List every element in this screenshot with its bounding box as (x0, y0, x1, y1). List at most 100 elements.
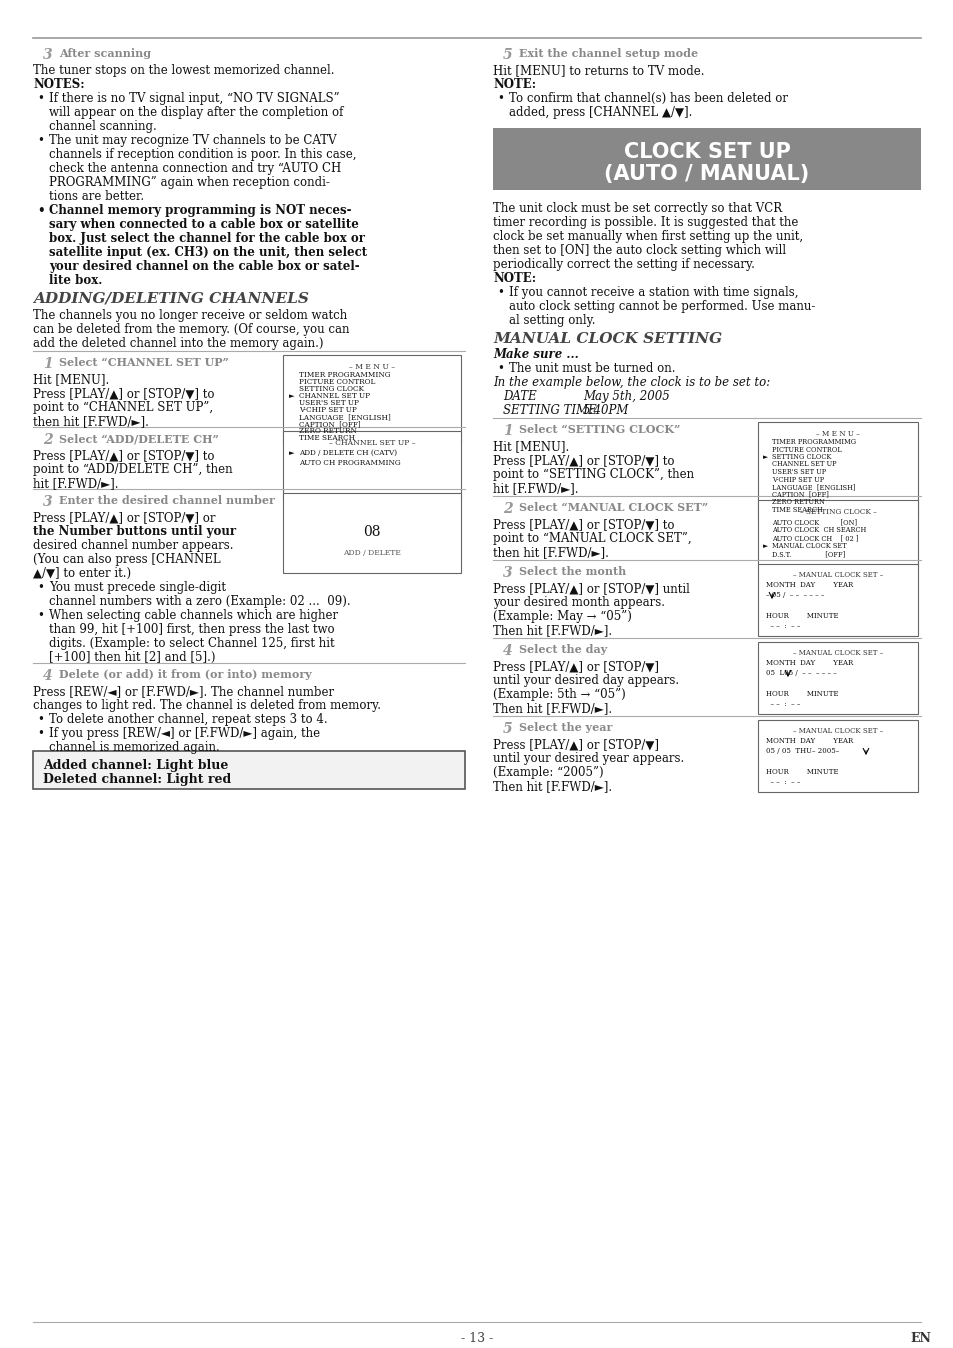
Text: •: • (37, 581, 44, 594)
Bar (493, 128, 920, 190)
Text: Channel memory programming is NOT neces-: Channel memory programming is NOT neces- (49, 204, 351, 217)
Text: then set to [ON] the auto clock setting which will: then set to [ON] the auto clock setting … (493, 244, 785, 257)
Text: clock be set manually when first setting up the unit,: clock be set manually when first setting… (493, 231, 802, 243)
Text: 1: 1 (43, 357, 52, 371)
Text: box. Just select the channel for the cable box or: box. Just select the channel for the cab… (49, 232, 365, 245)
Text: You must precede single-digit: You must precede single-digit (49, 581, 226, 594)
Text: TIME SEARCH: TIME SEARCH (771, 506, 821, 514)
Text: •: • (497, 363, 503, 375)
Text: NOTE:: NOTE: (493, 78, 536, 92)
Text: 5: 5 (502, 723, 512, 736)
Text: Press [PLAY/▲] or [STOP/▼]: Press [PLAY/▲] or [STOP/▼] (493, 661, 659, 673)
Text: point to “MANUAL CLOCK SET”,: point to “MANUAL CLOCK SET”, (493, 532, 691, 545)
Text: ►: ► (289, 392, 294, 400)
Text: CLOCK SET UP: CLOCK SET UP (623, 142, 790, 162)
Text: then hit [F.FWD/►].: then hit [F.FWD/►]. (33, 415, 149, 429)
Text: CHANNEL SET UP: CHANNEL SET UP (771, 461, 836, 469)
Text: PROGRAMMING” again when reception condi-: PROGRAMMING” again when reception condi- (49, 177, 330, 189)
Text: ZERO RETURN: ZERO RETURN (298, 427, 356, 435)
Text: PICTURE CONTROL: PICTURE CONTROL (298, 377, 375, 386)
Text: SETTING TIME: SETTING TIME (502, 404, 597, 417)
Text: MONTH  DAY        YEAR: MONTH DAY YEAR (765, 737, 852, 745)
Text: Delete (or add) it from (or into) memory: Delete (or add) it from (or into) memory (59, 669, 312, 679)
Text: If there is no TV signal input, “NO TV SIGNALS”: If there is no TV signal input, “NO TV S… (49, 92, 339, 105)
Text: than 99, hit [+100] first, then press the last two: than 99, hit [+100] first, then press th… (49, 623, 335, 636)
Text: hit [F.FWD/►].: hit [F.FWD/►]. (33, 477, 118, 491)
Text: Hit [MENU].: Hit [MENU]. (33, 373, 110, 386)
Text: ►: ► (762, 542, 767, 550)
Text: Then hit [F.FWD/►].: Then hit [F.FWD/►]. (493, 624, 612, 638)
Text: Hit [MENU] to returns to TV mode.: Hit [MENU] to returns to TV mode. (493, 63, 703, 77)
Text: EN: EN (909, 1332, 930, 1345)
Text: Deleted channel: Light red: Deleted channel: Light red (43, 772, 231, 786)
Text: (You can also press [CHANNEL: (You can also press [CHANNEL (33, 553, 220, 566)
Text: When selecting cable channels which are higher: When selecting cable channels which are … (49, 609, 337, 621)
Text: In the example below, the clock is to be set to:: In the example below, the clock is to be… (493, 376, 769, 390)
Bar (283, 431, 460, 499)
Text: channel scanning.: channel scanning. (49, 120, 156, 133)
Text: 1: 1 (502, 425, 512, 438)
Text: MANUAL CLOCK SETTING: MANUAL CLOCK SETTING (493, 332, 721, 346)
Text: 5: 5 (502, 49, 512, 62)
Bar (758, 642, 917, 714)
Text: – MANUAL CLOCK SET –: – MANUAL CLOCK SET – (792, 648, 882, 656)
Text: Select “ADD/DELETE CH”: Select “ADD/DELETE CH” (59, 433, 218, 443)
Text: AUTO CLOCK          [ON]: AUTO CLOCK [ON] (771, 518, 856, 526)
Text: •: • (37, 727, 44, 740)
Text: periodically correct the setting if necessary.: periodically correct the setting if nece… (493, 257, 754, 271)
Text: Hit [MENU].: Hit [MENU]. (493, 439, 569, 453)
Text: Press [PLAY/▲] or [STOP/▼] to: Press [PLAY/▲] or [STOP/▼] to (33, 449, 214, 462)
Text: TIMER PROGRAMMING: TIMER PROGRAMMING (298, 371, 390, 379)
Text: Select the day: Select the day (518, 644, 607, 655)
Text: al setting only.: al setting only. (509, 314, 595, 328)
Text: your desired month appears.: your desired month appears. (493, 596, 664, 609)
Text: ZERO RETURN: ZERO RETURN (771, 497, 824, 506)
Text: V-CHIP SET UP: V-CHIP SET UP (771, 476, 823, 484)
Text: The unit clock must be set correctly so that VCR: The unit clock must be set correctly so … (493, 202, 781, 214)
Bar (283, 355, 460, 445)
Text: •: • (497, 92, 503, 105)
Text: HOUR        MINUTE: HOUR MINUTE (765, 690, 838, 698)
Text: USER'S SET UP: USER'S SET UP (771, 468, 825, 476)
Text: Then hit [F.FWD/►].: Then hit [F.FWD/►]. (493, 702, 612, 714)
Text: Press [PLAY/▲] or [STOP/▼] to: Press [PLAY/▲] or [STOP/▼] to (33, 387, 214, 400)
Text: NOTE:: NOTE: (493, 272, 536, 284)
Text: channels if reception condition is poor. In this case,: channels if reception condition is poor.… (49, 148, 356, 160)
Text: point to “SETTING CLOCK”, then: point to “SETTING CLOCK”, then (493, 468, 694, 481)
Text: digits. (Example: to select Channel 125, first hit: digits. (Example: to select Channel 125,… (49, 638, 335, 650)
Text: •: • (497, 286, 503, 299)
Text: 4: 4 (502, 644, 512, 658)
Text: – M E N U –: – M E N U – (349, 363, 395, 371)
Text: 5:40PM: 5:40PM (582, 404, 629, 417)
Text: May 5th, 2005: May 5th, 2005 (582, 390, 669, 403)
Text: Select “MANUAL CLOCK SET”: Select “MANUAL CLOCK SET” (518, 501, 707, 514)
Text: tions are better.: tions are better. (49, 190, 144, 204)
Text: until your desired year appears.: until your desired year appears. (493, 752, 683, 766)
Text: – –  :  – –: – – : – – (765, 621, 800, 630)
Text: PICTURE CONTROL: PICTURE CONTROL (771, 445, 841, 453)
Text: 08: 08 (363, 524, 380, 539)
Text: (Example: 5th → “05”): (Example: 5th → “05”) (493, 687, 625, 701)
Text: ADDING/DELETING CHANNELS: ADDING/DELETING CHANNELS (33, 293, 309, 306)
Text: The unit may recognize TV channels to be CATV: The unit may recognize TV channels to be… (49, 133, 336, 147)
Text: The channels you no longer receive or seldom watch: The channels you no longer receive or se… (33, 309, 347, 322)
Text: Press [REW/◄] or [F.FWD/►]. The channel number: Press [REW/◄] or [F.FWD/►]. The channel … (33, 685, 334, 698)
Bar (758, 500, 917, 566)
Text: – CHANNEL SET UP –: – CHANNEL SET UP – (329, 439, 415, 448)
Text: TIME SEARCH: TIME SEARCH (298, 434, 355, 442)
Bar (758, 422, 917, 518)
Text: To delete another channel, repeat steps 3 to 4.: To delete another channel, repeat steps … (49, 713, 327, 727)
Text: LANGUAGE  [ENGLISH]: LANGUAGE [ENGLISH] (298, 412, 391, 421)
Text: 05  L05 /  – –  – – – –: 05 L05 / – – – – – – (765, 669, 836, 677)
Text: desired channel number appears.: desired channel number appears. (33, 539, 233, 551)
Text: ADD / DELETE: ADD / DELETE (343, 549, 400, 557)
Text: 3: 3 (43, 495, 52, 510)
Text: AUTO CH PROGRAMMING: AUTO CH PROGRAMMING (298, 460, 400, 466)
Text: Select “SETTING CLOCK”: Select “SETTING CLOCK” (518, 425, 679, 435)
Text: your desired channel on the cable box or satel-: your desired channel on the cable box or… (49, 260, 359, 274)
Text: changes to light red. The channel is deleted from memory.: changes to light red. The channel is del… (33, 700, 380, 712)
Text: The unit must be turned on.: The unit must be turned on. (509, 363, 675, 375)
Text: Exit the channel setup mode: Exit the channel setup mode (518, 49, 698, 59)
Text: ►: ► (289, 449, 294, 457)
Text: will appear on the display after the completion of: will appear on the display after the com… (49, 106, 343, 119)
